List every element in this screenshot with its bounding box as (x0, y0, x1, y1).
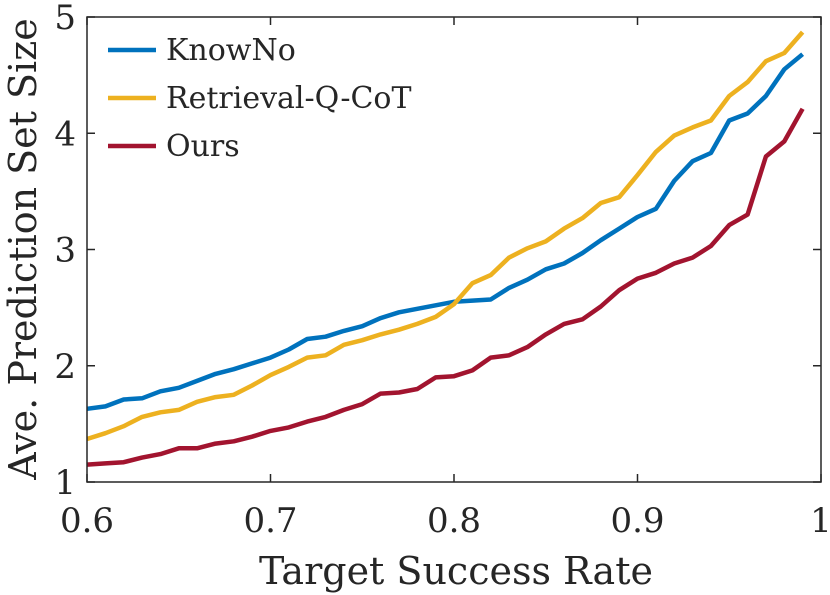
x-axis-label: Target Success Rate (259, 549, 653, 593)
x-tick-label: 0.6 (60, 501, 114, 541)
y-tick-label: 4 (54, 114, 76, 154)
x-tick-label: 1 (810, 501, 830, 541)
y-axis-label: Ave. Prediction Set Size (1, 18, 45, 480)
legend-label-ours: Ours (166, 129, 240, 164)
series-line-ours (86, 107, 805, 467)
y-tick-labels: 1 2 3 4 5 (54, 0, 76, 503)
y-tick-label: 2 (54, 347, 76, 387)
x-tick-label: 0.8 (427, 501, 481, 541)
x-tick-labels: 0.6 0.7 0.8 0.9 1 (60, 501, 830, 541)
series-lines (86, 30, 805, 467)
x-tick-label: 0.9 (610, 501, 664, 541)
x-tick-label: 0.7 (243, 501, 297, 541)
y-tick-label: 5 (54, 0, 76, 38)
legend-label-retrieval-q-cot: Retrieval-Q-CoT (166, 81, 412, 116)
legend: KnowNo Retrieval-Q-CoT Ours (108, 33, 412, 164)
y-tick-label: 1 (54, 463, 76, 503)
series-line-knowno (86, 52, 805, 412)
series-line-retrieval-q-cot (86, 30, 805, 442)
axis-ticks (86, 16, 822, 483)
legend-label-knowno: KnowNo (166, 33, 296, 68)
y-tick-label: 3 (54, 231, 76, 271)
